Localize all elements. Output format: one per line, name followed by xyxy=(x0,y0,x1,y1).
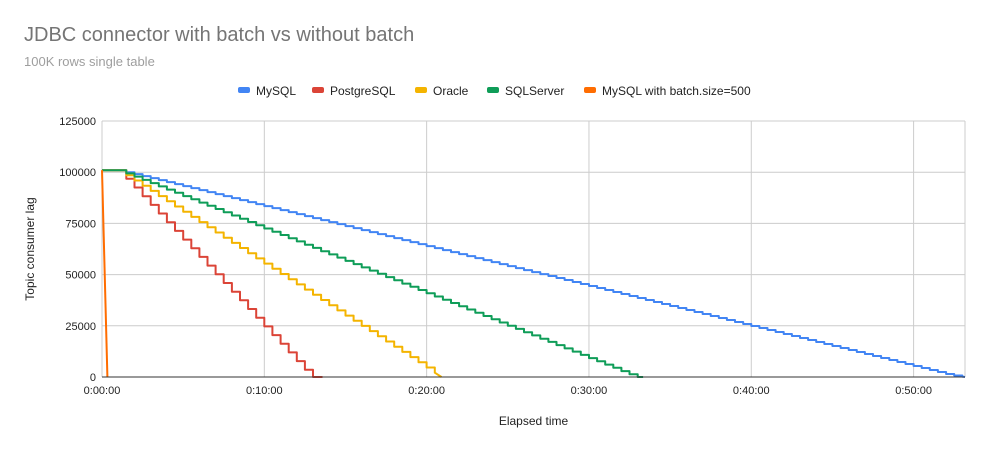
x-tick-label: 0:00:00 xyxy=(84,385,121,397)
grid xyxy=(101,120,966,377)
series-line-sqlserver xyxy=(102,169,644,378)
legend-label-sqlserver: SQLServer xyxy=(505,84,564,98)
series-line-postgresql xyxy=(102,169,323,378)
legend-label-oracle: Oracle xyxy=(433,84,469,98)
chart-subtitle: 100K rows single table xyxy=(24,54,155,69)
x-axis-title: Elapsed time xyxy=(499,414,569,428)
legend-swatch-sqlserver xyxy=(487,87,499,93)
legend: MySQL PostgreSQL Oracle SQLServer MySQL with… xyxy=(238,84,751,98)
x-tick-label: 0:20:00 xyxy=(408,385,445,397)
series-line-oracle xyxy=(102,169,443,378)
legend-label-postgresql: PostgreSQL xyxy=(330,84,396,98)
series-line-mysql-with-batch-size-500 xyxy=(101,170,109,378)
x-tick-label: 0:10:00 xyxy=(246,385,283,397)
chart-title: JDBC connector with batch vs without bat… xyxy=(24,24,415,46)
x-axis-ticks: 0:00:00 0:10:00 0:20:00 0:30:00 0:40:00 0:50:… xyxy=(84,385,932,397)
x-tick-label: 0:30:00 xyxy=(571,385,608,397)
legend-label-mysql-with-batch-size-500: MySQL with batch.size=500 xyxy=(602,84,751,98)
x-tick-label: 0:50:00 xyxy=(895,385,932,397)
y-tick-label: 0 xyxy=(90,372,96,384)
y-axis-ticks: 0 25000 50000 75000 100000 125000 xyxy=(59,116,96,384)
y-tick-label: 50000 xyxy=(65,270,96,282)
legend-label-mysql: MySQL xyxy=(256,84,296,98)
series-line-mysql xyxy=(102,169,966,378)
series-lines xyxy=(101,169,966,378)
legend-swatch-oracle xyxy=(415,87,427,93)
x-tick-label: 0:40:00 xyxy=(733,385,770,397)
legend-swatch-postgresql xyxy=(312,87,324,93)
legend-swatch-mysql xyxy=(238,87,250,93)
y-axis-title: Topic consumer lag xyxy=(23,197,37,300)
legend-swatch-mysql-with-batch-size-500 xyxy=(584,87,596,93)
y-tick-label: 100000 xyxy=(59,167,96,179)
y-tick-label: 25000 xyxy=(65,321,96,333)
y-tick-label: 75000 xyxy=(65,218,96,230)
y-tick-label: 125000 xyxy=(59,116,96,128)
